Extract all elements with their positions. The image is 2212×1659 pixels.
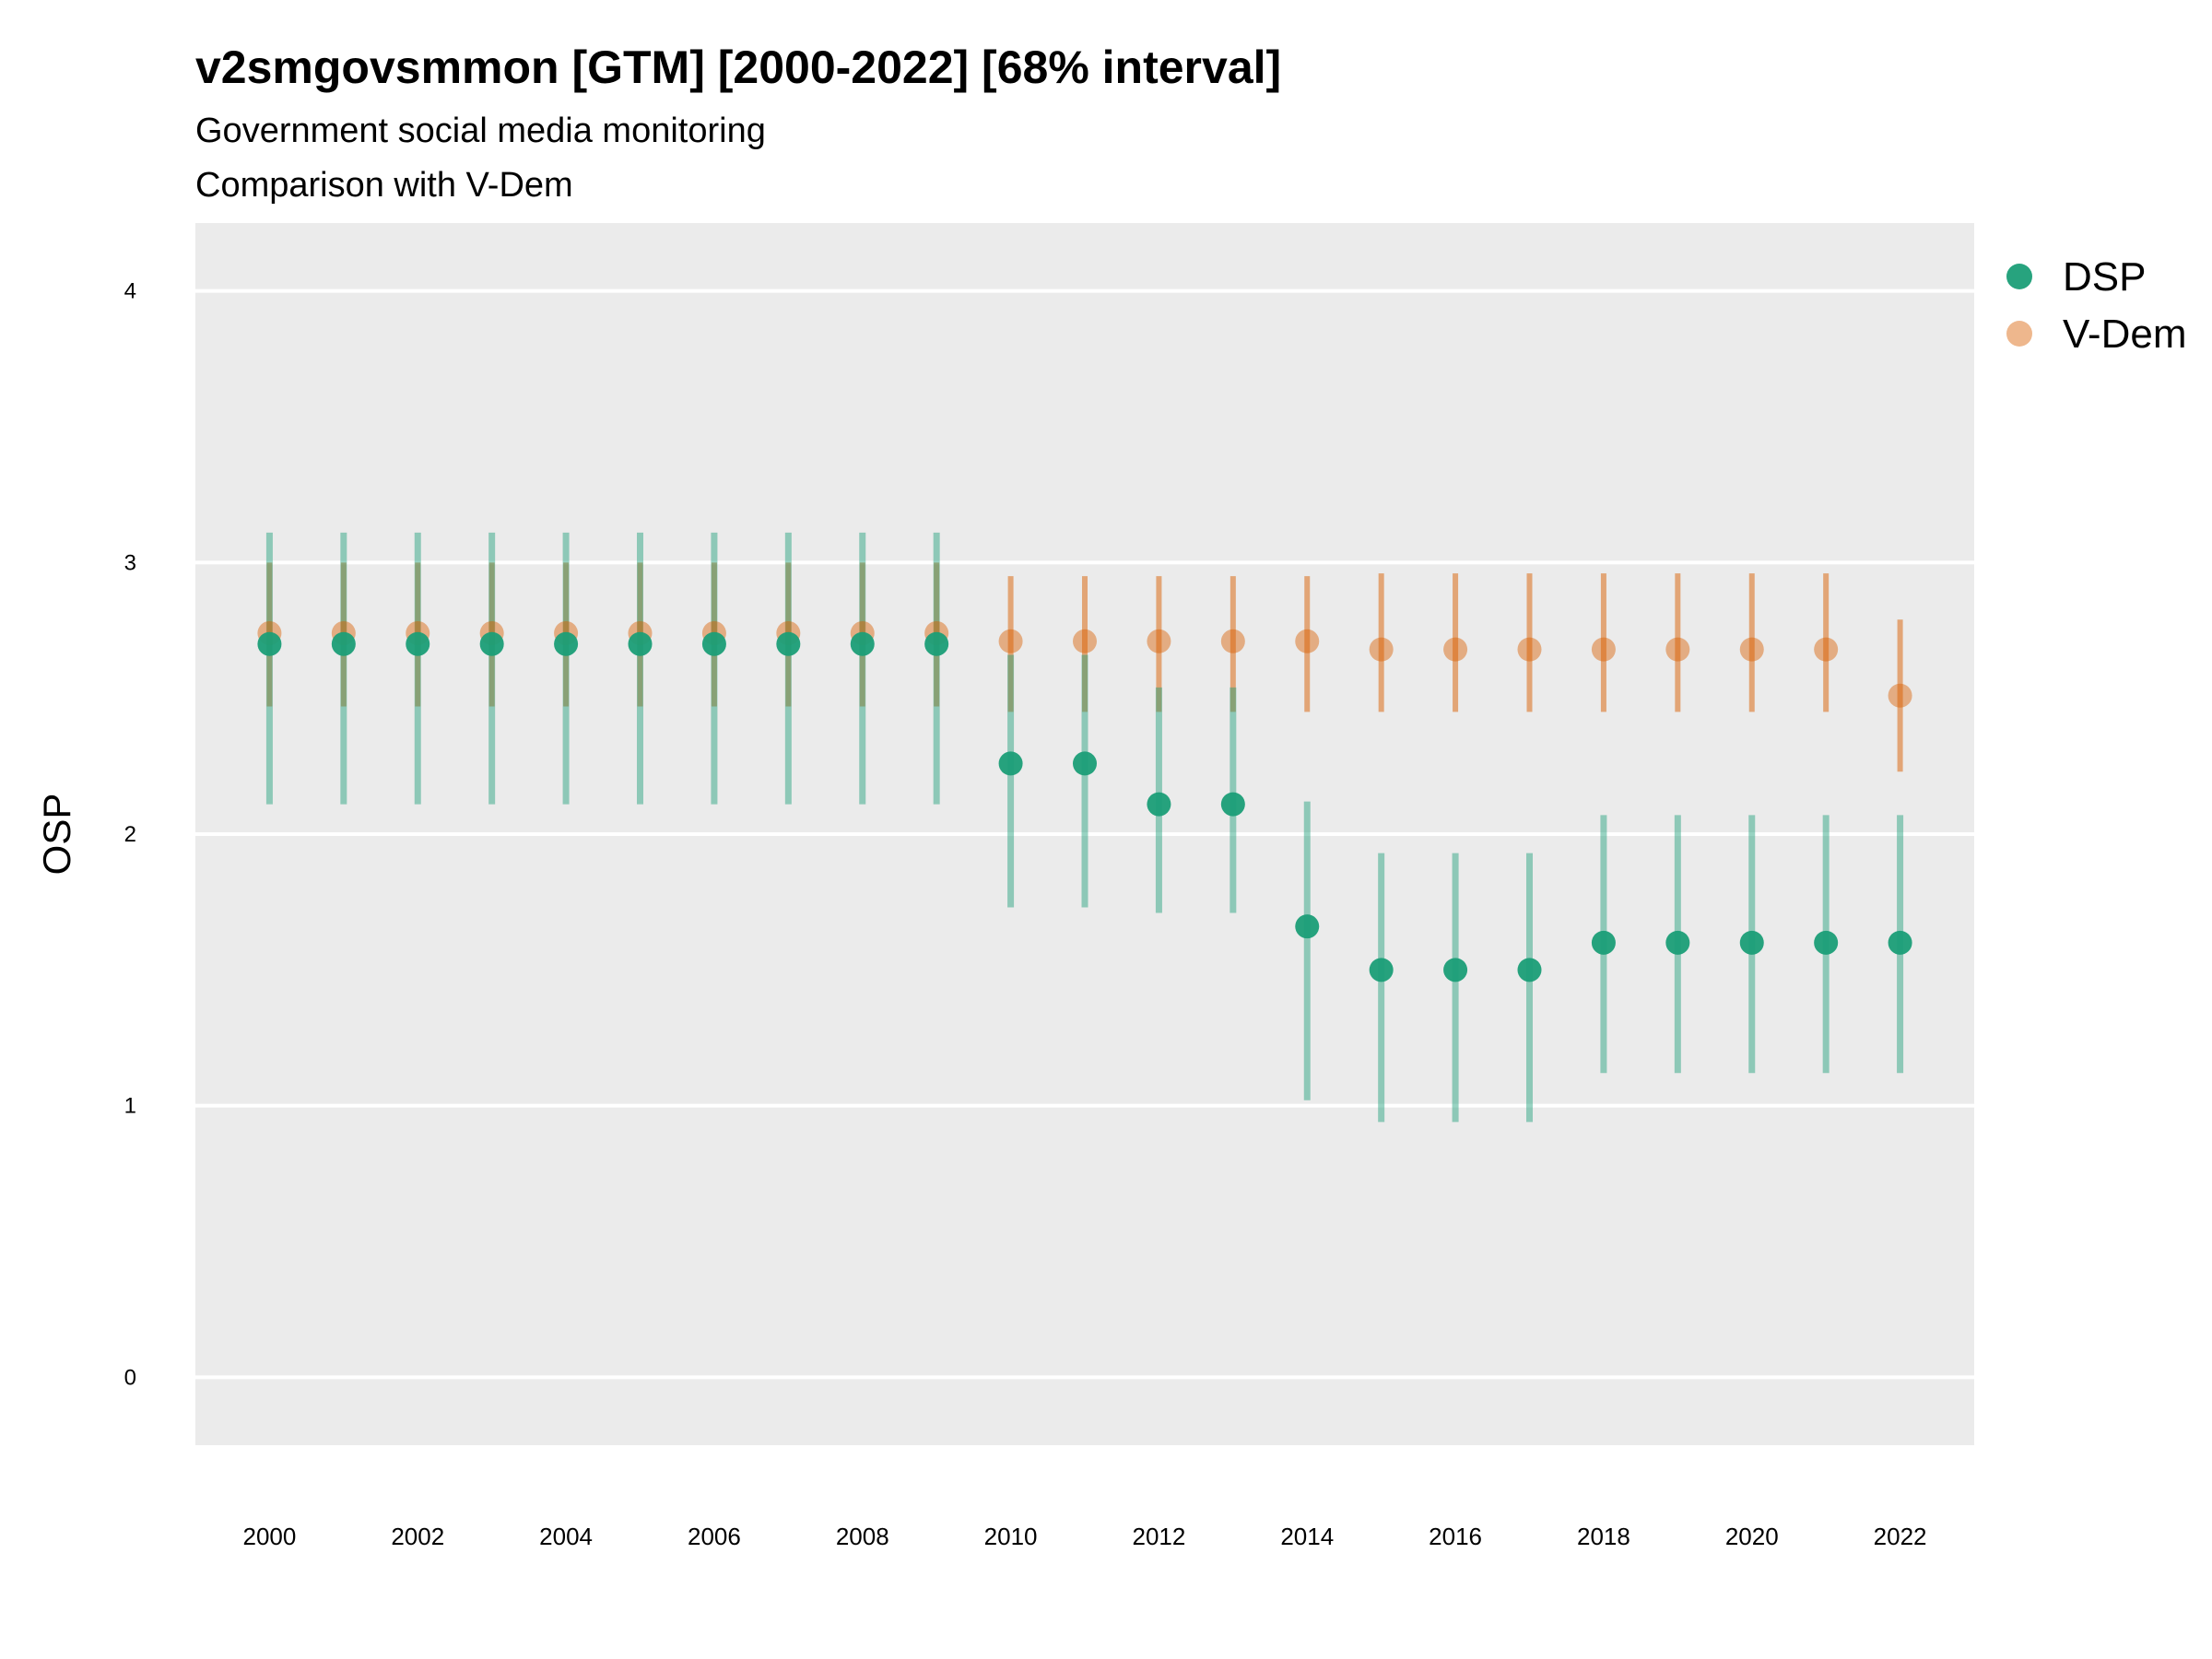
point-dsp-2009 xyxy=(924,631,949,656)
point-v-dem-2015 xyxy=(1369,637,1394,662)
point-dsp-2002 xyxy=(406,631,430,656)
point-dsp-2020 xyxy=(1739,930,1764,955)
point-dsp-2011 xyxy=(1073,751,1097,776)
points-dsp xyxy=(257,631,1912,982)
x-tick-label-2000: 2000 xyxy=(242,1523,296,1550)
point-dsp-2006 xyxy=(701,631,726,656)
legend-swatch-v-dem xyxy=(2006,321,2032,347)
y-axis: 0 1 2 3 4 xyxy=(124,279,136,1391)
x-tick-label-2022: 2022 xyxy=(1874,1523,1927,1550)
legend-item-v-dem: V-Dem xyxy=(2006,312,2186,357)
x-tick-label-2006: 2006 xyxy=(688,1523,741,1550)
chart-caption: Comparison with V-Dem xyxy=(195,166,573,205)
legend-swatch-dsp xyxy=(2006,264,2032,289)
y-tick-label-3: 3 xyxy=(124,550,136,575)
series-layer xyxy=(257,532,1912,1123)
point-dsp-2003 xyxy=(479,631,504,656)
point-v-dem-2020 xyxy=(1739,637,1764,662)
point-v-dem-2013 xyxy=(1220,629,1245,653)
x-tick-label-2008: 2008 xyxy=(836,1523,889,1550)
point-v-dem-2019 xyxy=(1665,637,1690,662)
legend-item-dsp: DSP xyxy=(2006,254,2146,300)
x-tick-label-2020: 2020 xyxy=(1725,1523,1779,1550)
point-v-dem-2021 xyxy=(1814,637,1839,662)
point-dsp-2015 xyxy=(1369,958,1394,982)
y-tick-label-0: 0 xyxy=(124,1365,136,1390)
point-v-dem-2022 xyxy=(1888,683,1912,708)
point-v-dem-2012 xyxy=(1147,629,1171,653)
point-dsp-2012 xyxy=(1147,792,1171,817)
point-dsp-2019 xyxy=(1665,930,1690,955)
x-tick-label-2014: 2014 xyxy=(1280,1523,1334,1550)
point-v-dem-2010 xyxy=(998,629,1023,653)
point-v-dem-2016 xyxy=(1443,637,1468,662)
point-dsp-2007 xyxy=(776,631,801,656)
x-tick-label-2002: 2002 xyxy=(391,1523,444,1550)
point-dsp-2021 xyxy=(1814,930,1839,955)
point-dsp-2000 xyxy=(257,631,282,656)
point-dsp-2001 xyxy=(331,631,356,656)
chart-subtitle: Government social media monitoring xyxy=(195,112,766,150)
point-dsp-2017 xyxy=(1517,958,1542,982)
point-dsp-2018 xyxy=(1591,930,1616,955)
point-v-dem-2011 xyxy=(1073,629,1097,653)
legend-label-dsp: DSP xyxy=(2063,254,2146,300)
point-dsp-2010 xyxy=(998,751,1023,776)
x-tick-label-2016: 2016 xyxy=(1429,1523,1482,1550)
point-v-dem-2018 xyxy=(1591,637,1616,662)
chart-title: v2smgovsmmon [GTM] [2000-2022] [68% inte… xyxy=(195,41,1281,93)
legend-label-v-dem: V-Dem xyxy=(2063,312,2186,357)
x-axis: 2000 2002 2004 2006 2008 2010 2012 2014 2016 2018… xyxy=(242,1523,1926,1550)
y-tick-label-2: 2 xyxy=(124,822,136,847)
y-axis-label: OSP xyxy=(35,794,78,876)
point-dsp-2005 xyxy=(628,631,653,656)
point-dsp-2016 xyxy=(1443,958,1468,982)
x-tick-label-2010: 2010 xyxy=(984,1523,1038,1550)
x-tick-label-2018: 2018 xyxy=(1577,1523,1630,1550)
point-dsp-2014 xyxy=(1295,914,1320,939)
legend: DSP V-Dem xyxy=(2006,254,2186,357)
point-dsp-2008 xyxy=(850,631,875,656)
point-v-dem-2014 xyxy=(1295,629,1320,653)
y-tick-label-1: 1 xyxy=(124,1094,136,1119)
point-dsp-2022 xyxy=(1888,930,1912,955)
y-tick-label-4: 4 xyxy=(124,279,136,304)
x-tick-label-2012: 2012 xyxy=(1132,1523,1185,1550)
x-tick-label-2004: 2004 xyxy=(539,1523,593,1550)
point-dsp-2013 xyxy=(1220,792,1245,817)
point-dsp-2004 xyxy=(554,631,579,656)
point-v-dem-2017 xyxy=(1517,637,1542,662)
